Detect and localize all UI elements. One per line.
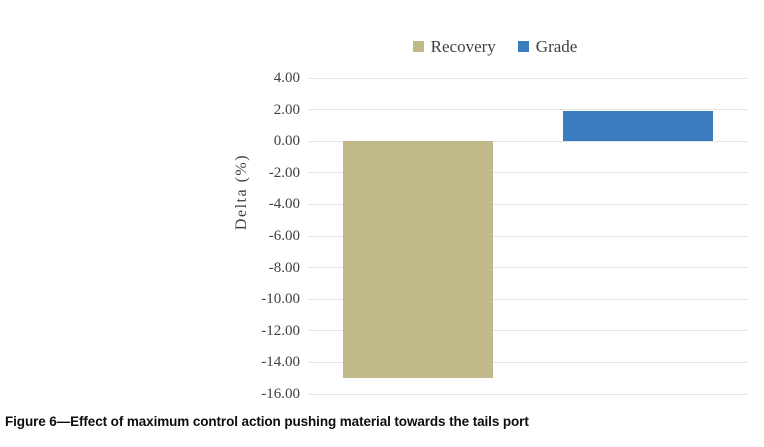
chart-legend: Recovery Grade xyxy=(250,36,740,56)
gridline xyxy=(308,172,748,174)
y-tick-label: -16.00 xyxy=(261,386,300,402)
legend-label: Recovery xyxy=(430,36,496,56)
gridline xyxy=(308,235,748,237)
gridline xyxy=(308,77,748,79)
gridline xyxy=(308,361,748,363)
figure-caption: Figure 6—Effect of maximum control actio… xyxy=(5,414,529,429)
y-tick-label: -6.00 xyxy=(268,228,300,244)
y-tick-label: -2.00 xyxy=(268,164,300,181)
gridline xyxy=(308,393,748,395)
y-axis-tick-labels: 4.00 2.00 0.00 -2.00 -4.00 -6.00 -8.00 -10.00 -1… xyxy=(0,0,300,447)
plot-area xyxy=(308,77,748,395)
bar-grade xyxy=(563,111,713,142)
gridline xyxy=(308,267,748,269)
y-tick-label: 2.00 xyxy=(273,101,300,118)
y-tick-label: -12.00 xyxy=(261,322,300,339)
legend-swatch-grade-icon xyxy=(517,40,529,52)
bar-recovery xyxy=(343,141,493,379)
gridline xyxy=(308,203,748,205)
gridline xyxy=(308,109,748,111)
legend-label: Grade xyxy=(535,36,578,56)
legend-item-grade: Grade xyxy=(517,36,578,56)
y-tick-label: -8.00 xyxy=(268,259,300,276)
y-tick-label: -10.00 xyxy=(261,291,300,308)
legend-swatch-recovery-icon xyxy=(412,40,424,52)
y-tick-label: -4.00 xyxy=(268,196,300,213)
legend-item-recovery: Recovery xyxy=(412,36,496,56)
gridline xyxy=(308,298,748,300)
gridline xyxy=(308,140,748,142)
y-tick-label: 0.00 xyxy=(273,133,300,150)
y-tick-label: -14.00 xyxy=(261,354,300,371)
y-axis-title: Delta (%) xyxy=(233,153,250,231)
gridline xyxy=(308,330,748,332)
y-tick-label: 4.00 xyxy=(273,70,300,86)
